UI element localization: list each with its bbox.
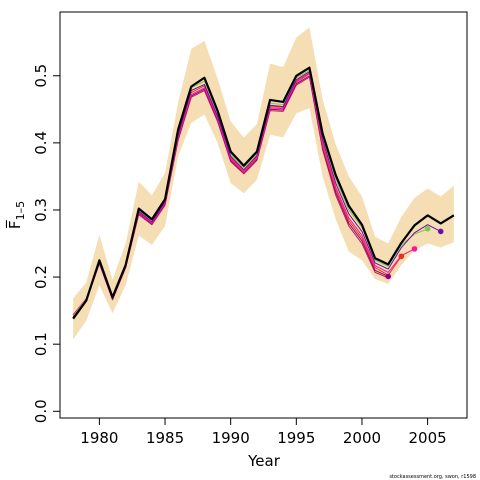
y-axis-title: F̅1–5 [5,201,27,229]
y-tick-label-4: 0.4 [32,131,50,155]
y-axis-title-main: F̅ [5,219,24,229]
series-endpoint-1 [437,228,444,235]
x-tick-label-1985: 1985 [146,429,184,447]
x-tick-label-2000: 2000 [343,429,381,447]
series-endpoint-5 [385,273,392,280]
series-endpoint-4 [398,253,405,260]
confidence-band [73,27,454,340]
x-tick-label-1995: 1995 [277,429,315,447]
series-line-0 [72,66,455,320]
x-tick-label-1990: 1990 [212,429,250,447]
y-tick-label-0: 0.0 [32,399,50,423]
x-tick-label-1980: 1980 [80,429,118,447]
plot-frame [59,11,468,419]
y-tick-label-1: 0.1 [32,332,50,356]
y-tick-label-3: 0.3 [32,198,50,222]
y-axis-title-subscript: 1–5 [14,201,27,221]
x-axis-title: Year [247,452,281,470]
footnote: stockassessment.org, swon, r1598 [389,474,476,480]
axes-layer: 1980 1985 1990 1995 2000 2005 0.0 0.1 0.2 0.3 0.4 0… [32,11,468,447]
x-tick-label-2005: 2005 [409,429,447,447]
y-tick-label-5: 0.5 [32,64,50,88]
y-tick-label-2: 0.2 [32,265,50,289]
series-endpoint-3 [411,246,418,252]
plot-layer [72,27,455,340]
series-endpoint-2 [424,225,431,232]
